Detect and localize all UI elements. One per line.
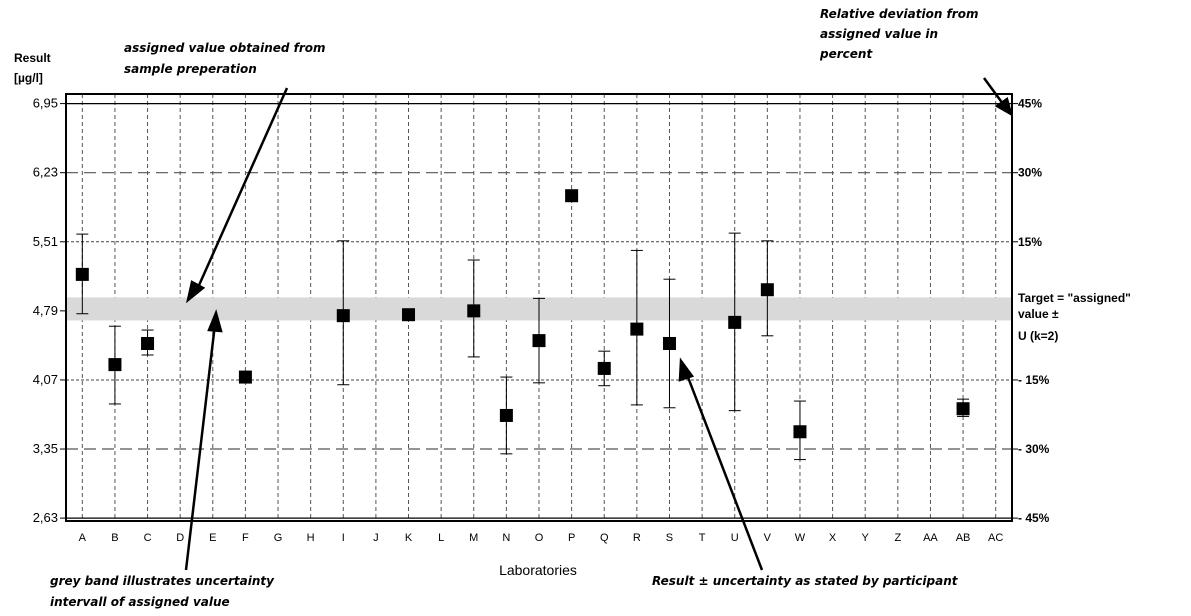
x-tick-label: P bbox=[568, 532, 575, 544]
data-point bbox=[467, 304, 481, 318]
x-tick-label: I bbox=[342, 532, 345, 544]
data-point bbox=[238, 370, 252, 384]
x-tick-label: S bbox=[666, 532, 673, 544]
data-point bbox=[728, 315, 742, 329]
data-point bbox=[597, 361, 611, 375]
data-point bbox=[793, 425, 807, 439]
y-tick-label: 6,23 bbox=[33, 165, 58, 180]
x-axis-tick-labels: A B C D E F G H I J K L M N O P Q R S T U V W X Y Z AA AB AC bbox=[79, 532, 1004, 544]
x-tick-label: AB bbox=[956, 532, 971, 544]
x-tick-label: C bbox=[144, 532, 152, 544]
target-label-line2: value ± bbox=[1018, 307, 1059, 321]
x-tick-label: U bbox=[731, 532, 739, 544]
x-tick-label: F bbox=[242, 532, 249, 544]
data-point bbox=[565, 189, 579, 203]
x-tick-label: Z bbox=[894, 532, 901, 544]
percent-arrow-head bbox=[994, 96, 1013, 117]
y-tick-label: 5,51 bbox=[33, 234, 58, 249]
x-tick-label: D bbox=[176, 532, 184, 544]
band-note-line1: grey band illustrates uncertainty bbox=[50, 574, 275, 588]
target-label-line3: U (k=2) bbox=[1018, 329, 1058, 343]
x-tick-label: AA bbox=[923, 532, 938, 544]
data-point bbox=[75, 267, 89, 281]
x-tick-label: V bbox=[764, 532, 772, 544]
y-tick-label: 3,35 bbox=[33, 441, 58, 456]
right-axis-title-line1: Relative deviation from bbox=[820, 7, 978, 21]
data-point bbox=[336, 309, 350, 323]
right-axis-title-line3: percent bbox=[819, 47, 873, 61]
annotation-arrows bbox=[184, 77, 1013, 571]
band-arrow-line bbox=[184, 323, 217, 571]
x-tick-label: O bbox=[535, 532, 544, 544]
x-tick-label: N bbox=[502, 532, 510, 544]
right-axis-tick-labels: 45% 30% 15% - 15% - 30% - 45% bbox=[1012, 97, 1050, 525]
x-tick-label: G bbox=[274, 532, 283, 544]
right-axis-title-line2: assigned value in bbox=[820, 27, 938, 41]
right-tick-label: 30% bbox=[1018, 166, 1042, 180]
x-tick-label: AC bbox=[988, 532, 1003, 544]
x-tick-label: W bbox=[795, 532, 806, 544]
data-point bbox=[760, 283, 774, 297]
right-tick-label: 45% bbox=[1018, 97, 1042, 111]
data-point bbox=[141, 336, 155, 350]
data-point bbox=[108, 358, 122, 372]
x-tick-label: H bbox=[307, 532, 315, 544]
assigned-note-line1: assigned value obtained from bbox=[124, 41, 326, 55]
data-point bbox=[956, 402, 970, 416]
result-arrow-head bbox=[678, 357, 695, 382]
x-tick-label: E bbox=[209, 532, 216, 544]
x-tick-label: K bbox=[405, 532, 413, 544]
x-tick-label: M bbox=[469, 532, 478, 544]
y-axis-tick-labels: 6,95 6,23 5,51 4,79 4,07 3,35 2,63 bbox=[33, 96, 58, 526]
result-arrow-line bbox=[684, 371, 764, 571]
right-tick-label: - 15% bbox=[1018, 373, 1050, 387]
x-tick-label: T bbox=[699, 532, 706, 544]
x-tick-label: B bbox=[111, 532, 118, 544]
x-tick-label: Q bbox=[600, 532, 609, 544]
y-tick-label: 6,95 bbox=[33, 96, 58, 111]
plot-frame bbox=[65, 93, 1013, 522]
band-arrow-head bbox=[207, 309, 223, 333]
x-tick-label: J bbox=[373, 532, 379, 544]
right-tick-label: 15% bbox=[1018, 235, 1042, 249]
y-tick-label: 2,63 bbox=[33, 510, 58, 525]
y-tick-label: 4,07 bbox=[33, 372, 58, 387]
assigned-note-line2: sample preperation bbox=[124, 62, 257, 76]
target-label-line1: Target = "assigned" bbox=[1018, 291, 1131, 305]
x-tick-label: R bbox=[633, 532, 641, 544]
x-tick-label: Y bbox=[862, 532, 870, 544]
x-tick-label: A bbox=[79, 532, 87, 544]
y-axis-title-line1: Result bbox=[14, 51, 51, 65]
data-point bbox=[532, 334, 546, 348]
data-points bbox=[75, 189, 970, 461]
y-tick-label: 4,79 bbox=[33, 303, 58, 318]
x-tick-label: L bbox=[438, 532, 444, 544]
right-tick-label: - 30% bbox=[1018, 442, 1050, 456]
y-axis-title-line2: [µg/l] bbox=[14, 71, 43, 85]
data-point bbox=[499, 408, 513, 422]
x-tick-label: X bbox=[829, 532, 837, 544]
data-point bbox=[402, 308, 416, 322]
x-axis-title: Laboratories bbox=[499, 562, 577, 578]
plot-border bbox=[65, 93, 1013, 522]
assigned-arrow-head bbox=[186, 280, 206, 304]
data-point bbox=[662, 336, 676, 350]
result-note: Result ± uncertainty as stated by partic… bbox=[652, 574, 959, 588]
band-note-line2: intervall of assigned value bbox=[50, 595, 230, 609]
assigned-arrow-line bbox=[194, 87, 289, 293]
data-point bbox=[630, 322, 644, 336]
right-tick-label: - 45% bbox=[1018, 511, 1050, 525]
